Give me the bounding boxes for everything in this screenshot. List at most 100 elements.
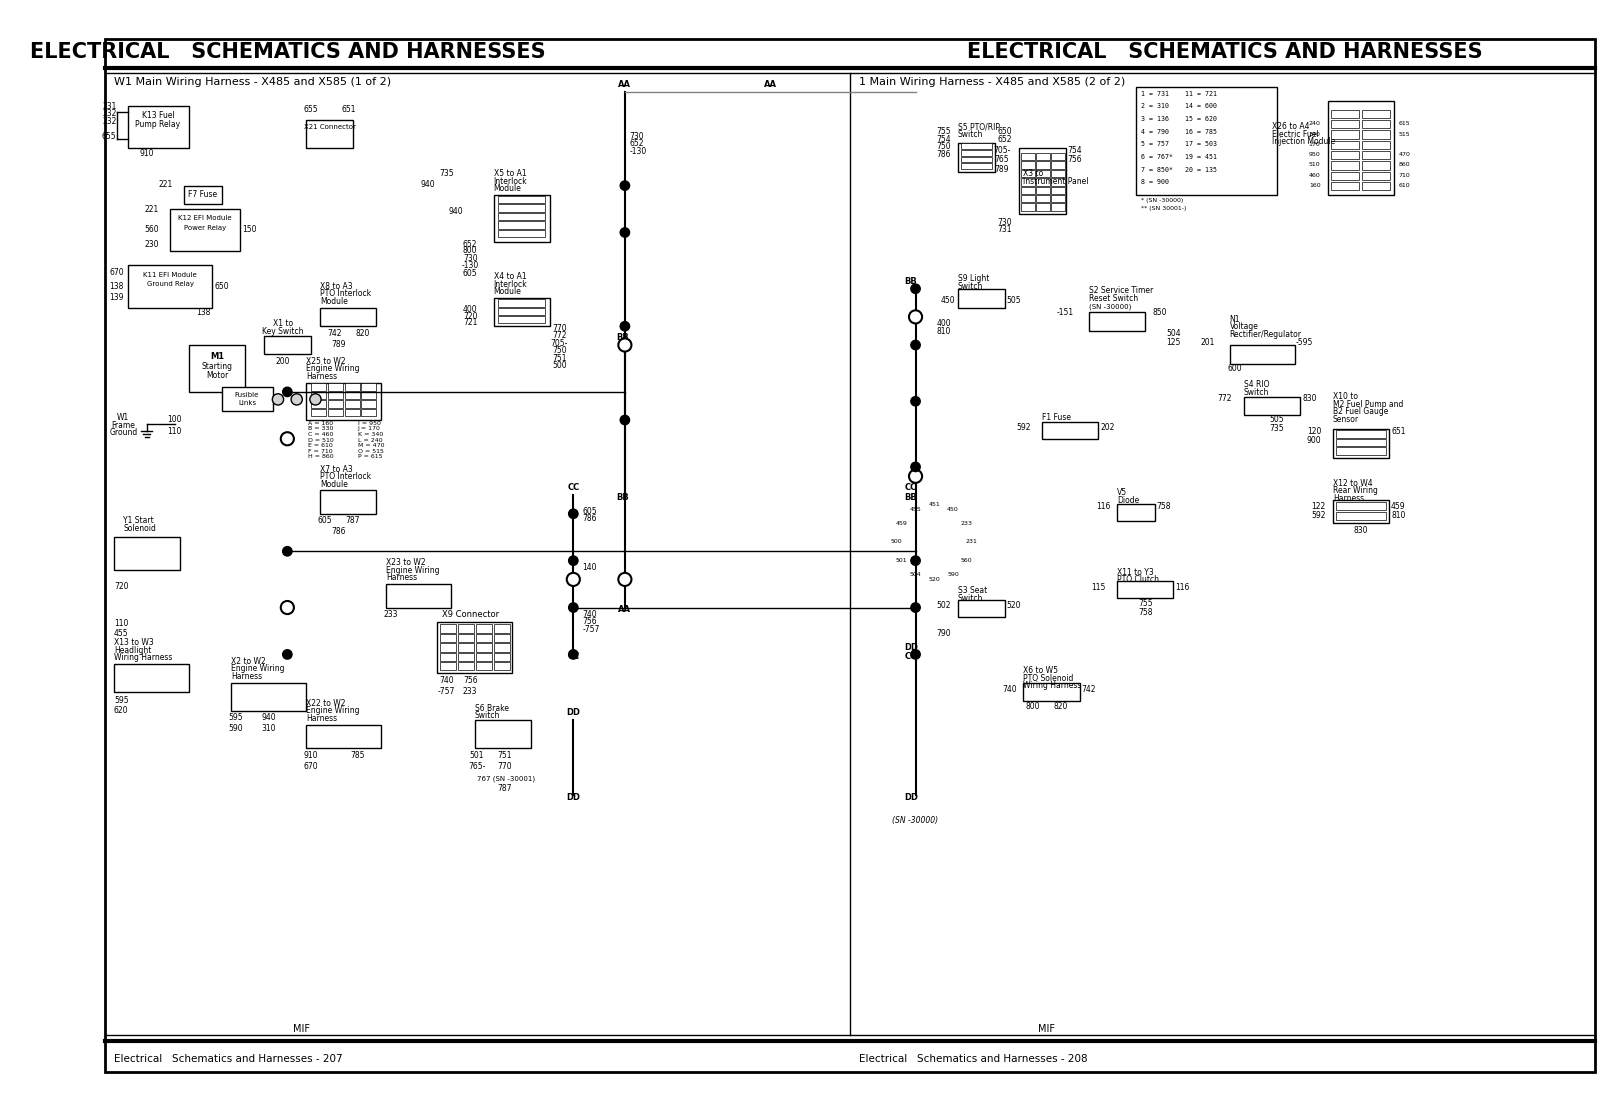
Bar <box>494 624 509 633</box>
Text: 400: 400 <box>462 306 477 314</box>
Text: PTO Solenoid: PTO Solenoid <box>1024 673 1074 682</box>
Text: 787: 787 <box>498 784 512 793</box>
Bar <box>1331 151 1358 159</box>
Text: Y1 Start: Y1 Start <box>123 517 154 526</box>
Text: O = 515: O = 515 <box>358 449 384 453</box>
Bar <box>960 157 992 162</box>
Circle shape <box>618 573 632 585</box>
Text: Voltage: Voltage <box>1230 322 1259 331</box>
Bar <box>344 409 360 417</box>
Circle shape <box>621 181 629 190</box>
Text: W1: W1 <box>117 413 130 422</box>
Text: A = 160: A = 160 <box>307 421 333 426</box>
Text: X12 to W4: X12 to W4 <box>1333 479 1373 488</box>
Text: 810: 810 <box>1392 511 1405 520</box>
Bar <box>1336 501 1386 510</box>
Text: MIF: MIF <box>293 1024 310 1034</box>
Text: 221: 221 <box>158 180 173 190</box>
Text: 230: 230 <box>144 240 158 249</box>
Text: W1 Main Wiring Harness - X485 and X585 (1 of 2): W1 Main Wiring Harness - X485 and X585 (… <box>114 78 390 88</box>
Circle shape <box>910 556 920 565</box>
Text: F = 710: F = 710 <box>307 449 333 453</box>
Text: V5: V5 <box>1117 488 1128 497</box>
Bar <box>475 624 491 633</box>
Bar <box>362 392 376 399</box>
Bar <box>1037 196 1050 202</box>
Bar <box>1051 153 1064 160</box>
Bar <box>1021 178 1035 186</box>
Bar <box>440 633 456 642</box>
Bar <box>1331 141 1358 149</box>
Bar <box>1362 110 1390 118</box>
Bar <box>475 720 531 748</box>
Text: K11 EFI Module: K11 EFI Module <box>144 272 197 278</box>
Text: 786: 786 <box>936 150 950 159</box>
Text: 756: 756 <box>1067 156 1082 164</box>
Text: Harness: Harness <box>306 372 338 381</box>
Text: Rear Wiring: Rear Wiring <box>1333 487 1378 496</box>
Circle shape <box>910 650 920 659</box>
Text: Rectifier/Regulator: Rectifier/Regulator <box>1230 330 1302 339</box>
Text: Wiring Harness: Wiring Harness <box>1024 681 1082 690</box>
Circle shape <box>621 321 629 331</box>
Bar <box>344 392 360 399</box>
Text: 520: 520 <box>928 577 941 582</box>
Text: 232: 232 <box>102 117 117 126</box>
Circle shape <box>910 340 920 350</box>
Text: 735: 735 <box>440 169 454 178</box>
Text: 605: 605 <box>317 517 333 526</box>
Text: CC: CC <box>904 652 917 661</box>
Circle shape <box>283 650 293 659</box>
Bar <box>362 400 376 408</box>
Text: 592: 592 <box>1016 423 1030 432</box>
Bar <box>960 163 992 169</box>
Text: -757: -757 <box>582 624 600 634</box>
Text: 705-: 705- <box>994 146 1011 154</box>
Text: 455: 455 <box>114 629 128 638</box>
Bar <box>1021 196 1035 202</box>
Text: 800: 800 <box>462 247 477 256</box>
Text: Engine Wiring: Engine Wiring <box>306 707 360 715</box>
Text: PTO Interlock: PTO Interlock <box>320 289 371 298</box>
Bar <box>344 383 360 391</box>
Text: Diode: Diode <box>1117 496 1139 504</box>
Text: Power Relay: Power Relay <box>184 224 226 231</box>
Text: Switch: Switch <box>1243 388 1269 397</box>
Bar <box>1336 448 1386 454</box>
Text: 750: 750 <box>552 347 566 356</box>
Text: K12 EFI Module: K12 EFI Module <box>178 216 232 221</box>
Text: 789: 789 <box>331 340 346 349</box>
Text: F1 Fuse: F1 Fuse <box>1042 413 1070 422</box>
Circle shape <box>568 650 578 659</box>
Text: Ground: Ground <box>109 428 138 437</box>
Text: 820: 820 <box>1054 702 1069 711</box>
Bar <box>958 143 995 171</box>
Bar <box>494 633 509 642</box>
Bar <box>230 682 306 711</box>
Text: -130: -130 <box>461 261 478 270</box>
Text: P = 615: P = 615 <box>358 454 382 460</box>
Bar <box>437 621 512 673</box>
Text: Pump Relay: Pump Relay <box>136 120 181 129</box>
Text: X26 to A4: X26 to A4 <box>1272 122 1309 131</box>
Text: 730: 730 <box>462 253 477 262</box>
Text: -595: -595 <box>1296 338 1314 347</box>
Bar <box>328 392 342 399</box>
Text: Interlock: Interlock <box>494 177 528 186</box>
Circle shape <box>310 393 322 406</box>
Text: 605: 605 <box>582 507 597 516</box>
Text: 860: 860 <box>1398 162 1410 168</box>
Circle shape <box>910 397 920 406</box>
Text: 500: 500 <box>552 361 566 370</box>
Text: 786: 786 <box>582 514 597 523</box>
Text: 670: 670 <box>109 268 125 277</box>
Text: 515: 515 <box>1398 131 1410 137</box>
Text: X22 to W2: X22 to W2 <box>306 699 346 708</box>
Bar <box>114 663 189 692</box>
Text: D = 510: D = 510 <box>307 438 334 442</box>
Text: 310: 310 <box>261 724 275 733</box>
Text: 231: 231 <box>102 102 117 111</box>
Text: 5 = 757    17 = 503: 5 = 757 17 = 503 <box>1141 141 1216 148</box>
Bar <box>960 143 992 149</box>
Bar <box>1117 581 1173 598</box>
